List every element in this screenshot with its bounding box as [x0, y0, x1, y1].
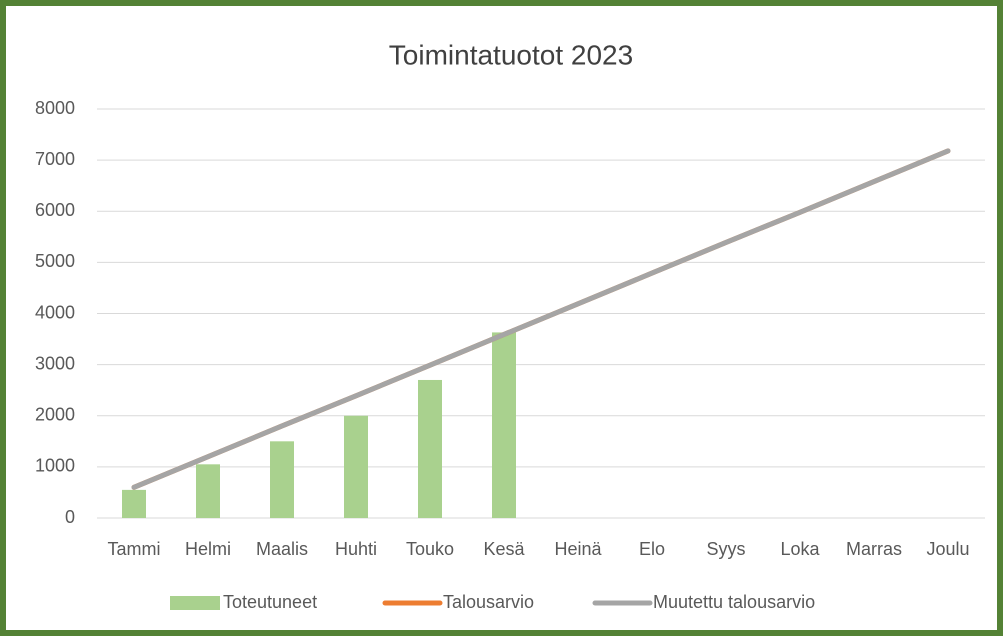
y-tick-label: 5000: [35, 251, 75, 271]
legend-label: Muutettu talousarvio: [653, 592, 815, 612]
chart-title: Toimintatuotot 2023: [389, 39, 633, 70]
line: [131, 148, 951, 490]
x-tick-label: Joulu: [926, 539, 969, 559]
bar: [344, 415, 368, 518]
bar: [492, 332, 516, 518]
legend-label: Talousarvio: [443, 592, 534, 612]
y-tick-label: 8000: [35, 98, 75, 118]
y-tick-label: 1000: [35, 456, 75, 476]
x-tick-label: Marras: [846, 539, 902, 559]
y-tick-label: 4000: [35, 302, 75, 322]
bar: [418, 379, 442, 518]
bar: [122, 489, 146, 518]
x-tick-label: Syys: [706, 539, 745, 559]
x-tick-label: Tammi: [108, 539, 161, 559]
x-tick-label: Kesä: [483, 539, 525, 559]
x-tick-label: Maalis: [256, 539, 308, 559]
y-tick-label: 3000: [35, 353, 75, 373]
x-tick-label: Elo: [639, 539, 665, 559]
x-tick-label: Touko: [406, 539, 454, 559]
y-tick-label: 7000: [35, 149, 75, 169]
y-tick-label: 6000: [35, 200, 75, 220]
legend-swatch: [170, 596, 220, 610]
x-tick-label: Helmi: [185, 539, 231, 559]
x-tick-label: Huhti: [335, 539, 377, 559]
legend-label: Toteutuneet: [223, 592, 317, 612]
y-tick-label: 0: [65, 507, 75, 527]
x-tick-label: Heinä: [554, 539, 602, 559]
x-tick-label: Loka: [780, 539, 820, 559]
bar: [196, 464, 220, 518]
y-tick-label: 2000: [35, 405, 75, 425]
bar: [270, 441, 294, 518]
